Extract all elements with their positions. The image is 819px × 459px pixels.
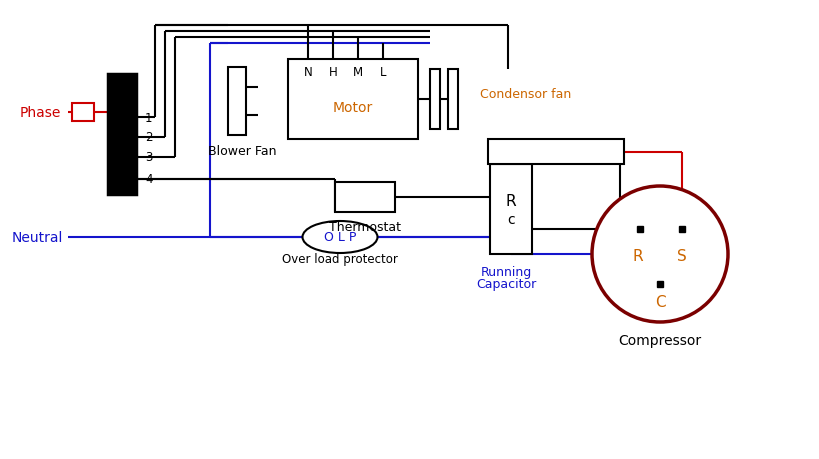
Ellipse shape <box>302 222 378 253</box>
Text: R: R <box>633 249 643 264</box>
Text: Blower Fan: Blower Fan <box>208 145 276 158</box>
Text: Neutral: Neutral <box>12 230 63 245</box>
Text: Phase: Phase <box>20 106 61 120</box>
Text: Compressor: Compressor <box>618 333 702 347</box>
Bar <box>335 183 395 213</box>
Bar <box>448 70 458 130</box>
Text: S: S <box>677 249 687 264</box>
Text: R: R <box>505 194 516 209</box>
Text: C: C <box>654 295 665 310</box>
Text: Capacitor: Capacitor <box>476 278 536 291</box>
Text: O L P: O L P <box>324 231 356 244</box>
Text: Condensor fan: Condensor fan <box>480 88 571 101</box>
Bar <box>228 68 246 136</box>
Circle shape <box>592 187 728 322</box>
Text: 4: 4 <box>145 173 152 186</box>
Text: Over load protector: Over load protector <box>282 253 398 266</box>
Text: L: L <box>380 65 387 78</box>
Text: H: H <box>328 65 337 78</box>
Text: N: N <box>304 65 312 78</box>
Text: M: M <box>353 65 363 78</box>
Bar <box>490 165 532 254</box>
Text: 1: 1 <box>145 111 152 124</box>
Bar <box>108 75 136 195</box>
Bar <box>288 60 418 140</box>
Text: Thermostat: Thermostat <box>329 221 401 234</box>
Bar <box>430 70 440 130</box>
Text: 3: 3 <box>145 151 152 164</box>
Text: 2: 2 <box>145 131 152 144</box>
Text: Motor: Motor <box>333 101 373 115</box>
Text: c: c <box>507 213 515 226</box>
Text: Running: Running <box>481 266 532 279</box>
Bar <box>72 104 94 122</box>
Bar <box>488 140 624 165</box>
